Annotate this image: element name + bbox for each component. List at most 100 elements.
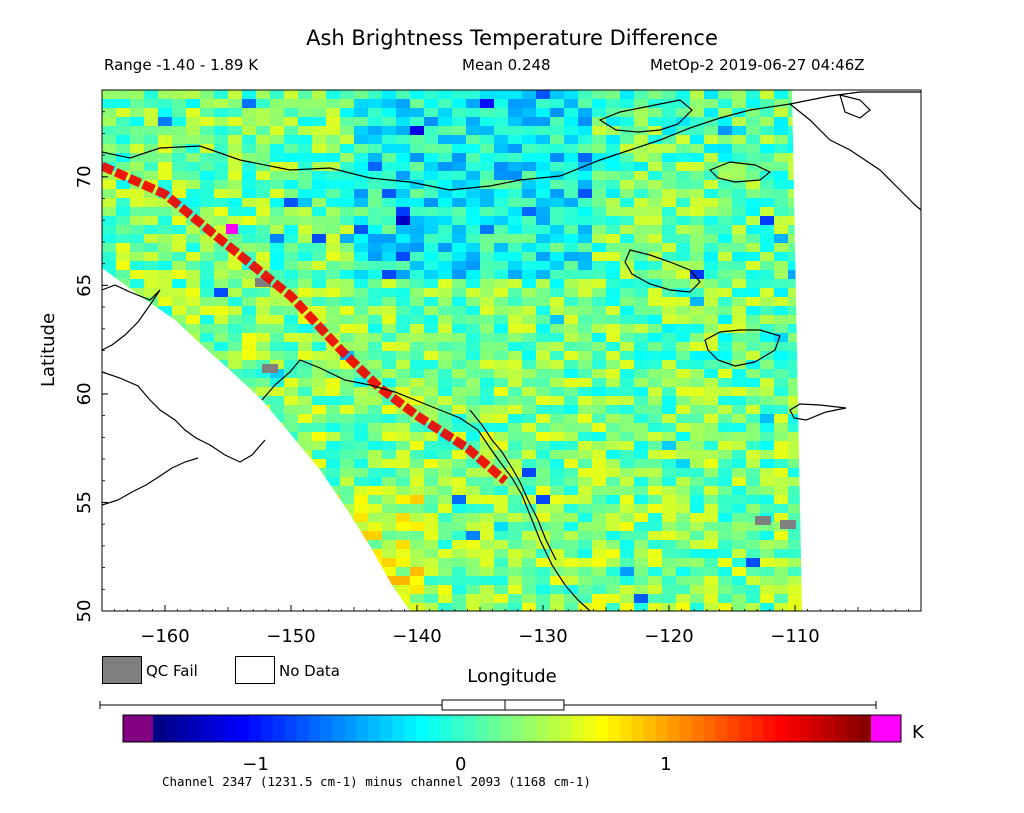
heatmap-cell [802, 540, 817, 550]
heatmap-cell [186, 585, 201, 595]
heatmap-cell [410, 558, 425, 568]
heatmap-cell [536, 576, 551, 586]
heatmap-cell [578, 207, 593, 217]
heatmap-cell [746, 495, 761, 505]
heatmap-cell [312, 144, 327, 154]
heatmap-cell [578, 423, 593, 433]
heatmap-cell [494, 306, 509, 316]
heatmap-cell [746, 90, 761, 100]
heatmap-cell [424, 585, 439, 595]
heatmap-cell [550, 234, 565, 244]
heatmap-cell [130, 369, 145, 379]
heatmap-cell [354, 558, 369, 568]
colorbar-segment [751, 715, 764, 742]
heatmap-cell [144, 243, 159, 253]
heatmap-cell [256, 189, 271, 199]
heatmap-cell [256, 171, 271, 181]
heatmap-cell [466, 378, 481, 388]
heatmap-cell [186, 288, 201, 298]
heatmap-cell [662, 360, 677, 370]
heatmap-cell [592, 216, 607, 226]
heatmap-cell [592, 360, 607, 370]
heatmap-cell [620, 378, 635, 388]
heatmap-cell [452, 504, 467, 514]
heatmap-cell [144, 558, 159, 568]
heatmap-cell [564, 144, 579, 154]
heatmap-cell [102, 531, 117, 541]
heatmap-cell [774, 432, 789, 442]
heatmap-cell [648, 504, 663, 514]
heatmap-cell [144, 369, 159, 379]
heatmap-cell [200, 180, 215, 190]
heatmap-cell [648, 495, 663, 505]
heatmap-cell [746, 324, 761, 334]
heatmap-cell [732, 423, 747, 433]
heatmap-cell [172, 333, 187, 343]
heatmap-cell [508, 297, 523, 307]
heatmap-cell [424, 297, 439, 307]
heatmap-cell [298, 567, 313, 577]
heatmap-cell [466, 387, 481, 397]
heatmap-cell [522, 567, 537, 577]
heatmap-cell [606, 144, 621, 154]
heatmap-cell [452, 495, 467, 505]
heatmap-cell [802, 513, 817, 523]
heatmap-cell [410, 225, 425, 235]
heatmap-cell [662, 378, 677, 388]
heatmap-cell [438, 531, 453, 541]
heatmap-cell [732, 522, 747, 532]
heatmap-cell [648, 369, 663, 379]
heatmap-cell [592, 324, 607, 334]
heatmap-cell [396, 459, 411, 469]
heatmap-cell [242, 180, 257, 190]
heatmap-cell [382, 351, 397, 361]
heatmap-cell [466, 315, 481, 325]
heatmap-cell [326, 315, 341, 325]
heatmap-cell [228, 432, 243, 442]
heatmap-cell [284, 306, 299, 316]
heatmap-cell [298, 405, 313, 415]
heatmap-cell [326, 243, 341, 253]
heatmap-cell [606, 513, 621, 523]
heatmap-cell [284, 468, 299, 478]
heatmap-cell [578, 315, 593, 325]
heatmap-cell [340, 477, 355, 487]
heatmap-cell [690, 477, 705, 487]
heatmap-cell [536, 585, 551, 595]
heatmap-cell [606, 333, 621, 343]
heatmap-cell [130, 468, 145, 478]
heatmap-cell [718, 198, 733, 208]
heatmap-cell [186, 108, 201, 118]
heatmap-cell [746, 216, 761, 226]
heatmap-cell [480, 144, 495, 154]
heatmap-cell [620, 135, 635, 145]
heatmap-cell [116, 450, 131, 460]
heatmap-cell [270, 459, 285, 469]
heatmap-cell [592, 585, 607, 595]
heatmap-cell [648, 432, 663, 442]
heatmap-cell [690, 396, 705, 406]
heatmap-cell [648, 144, 663, 154]
heatmap-cell [732, 297, 747, 307]
heatmap-cell [158, 306, 173, 316]
heatmap-cell [802, 180, 817, 190]
heatmap-cell [256, 459, 271, 469]
heatmap-cell [438, 198, 453, 208]
heatmap-cell [704, 297, 719, 307]
heatmap-cell [172, 495, 187, 505]
heatmap-cell [270, 405, 285, 415]
heatmap-cell [536, 279, 551, 289]
heatmap-cell [494, 558, 509, 568]
heatmap-cell [368, 576, 383, 586]
heatmap-cell [704, 522, 719, 532]
heatmap-cell [774, 342, 789, 352]
heatmap-cell [410, 513, 425, 523]
colorbar-segment [811, 715, 824, 742]
heatmap-cell [354, 396, 369, 406]
heatmap-cell [606, 288, 621, 298]
heatmap-cell [578, 414, 593, 424]
heatmap-cell [452, 324, 467, 334]
heatmap-cell [634, 99, 649, 109]
heatmap-cell [242, 396, 257, 406]
heatmap-cell [438, 513, 453, 523]
